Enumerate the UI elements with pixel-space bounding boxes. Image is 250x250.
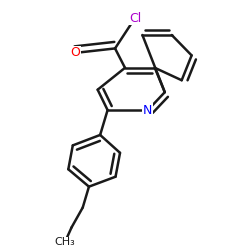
Text: Cl: Cl: [129, 12, 141, 24]
Text: N: N: [143, 104, 152, 117]
Text: CH₃: CH₃: [54, 237, 75, 247]
Text: O: O: [70, 46, 80, 60]
